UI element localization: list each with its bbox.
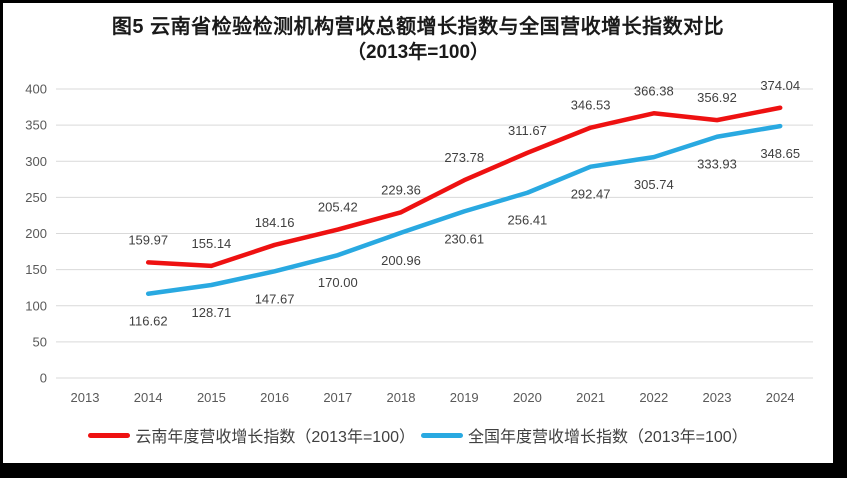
national-series-swatch-icon — [421, 432, 463, 438]
y-axis-tick-label: 300 — [25, 154, 47, 169]
x-axis-tick-label: 2015 — [197, 390, 226, 405]
y-axis-tick-label: 400 — [25, 82, 47, 97]
x-axis-tick-label: 2021 — [576, 390, 605, 405]
data-label: 348.65 — [760, 146, 800, 161]
x-axis-tick-label: 2024 — [766, 390, 795, 405]
chart-subtitle: （2013年=100） — [346, 42, 490, 63]
yunnan-series-swatch-icon — [88, 432, 131, 438]
x-axis-tick-label: 2014 — [134, 390, 163, 405]
data-label: 184.16 — [255, 215, 295, 230]
y-axis-tick-label: 0 — [40, 371, 47, 386]
x-axis-tick-label: 2023 — [703, 390, 732, 405]
data-label: 229.36 — [381, 182, 421, 197]
y-axis-tick-label: 350 — [25, 118, 47, 133]
data-label: 147.67 — [255, 291, 295, 306]
data-label: 170.00 — [318, 275, 358, 290]
legend-item-national: 全国年度营收增长指数（2013年=100） — [421, 423, 748, 447]
data-label: 273.78 — [444, 150, 484, 165]
x-axis-tick-label: 2016 — [260, 390, 289, 405]
data-label: 159.97 — [128, 232, 168, 247]
plot-area: 0 50 100 150 200 250 300 350 400 2013 2014 2015 2016… — [25, 78, 813, 405]
x-axis-tick-label: 2019 — [450, 390, 479, 405]
data-label: 200.96 — [381, 253, 421, 268]
x-axis-tick-label: 2020 — [513, 390, 542, 405]
legend-label-yunnan: 云南年度营收增长指数（2013年=100） — [135, 429, 415, 446]
chart-title-block: 图5 云南省检验检测机构营收总额增长指数与全国营收增长指数对比 （2013年=1… — [3, 14, 833, 65]
legend-label-national: 全国年度营收增长指数（2013年=100） — [468, 429, 748, 446]
series-line-0 — [145, 105, 783, 269]
data-label: 333.93 — [697, 157, 737, 172]
y-axis-tick-label: 250 — [25, 190, 47, 205]
chart-canvas: 图5 云南省检验检测机构营收总额增长指数与全国营收增长指数对比 （2013年=1… — [3, 3, 833, 463]
x-axis-tick-label: 2017 — [323, 390, 352, 405]
data-label: 366.38 — [634, 83, 674, 98]
data-label: 128.71 — [192, 305, 232, 320]
data-label: 230.61 — [444, 231, 484, 246]
data-label: 155.14 — [192, 236, 232, 251]
data-label: 256.41 — [508, 213, 548, 228]
y-axis-tick-label: 50 — [33, 334, 47, 349]
series-line-1 — [145, 123, 783, 296]
chart-title: 图5 云南省检验检测机构营收总额增长指数与全国营收增长指数对比 — [111, 16, 725, 38]
x-axis-tick-label: 2022 — [639, 390, 668, 405]
y-axis-tick-label: 150 — [25, 262, 47, 277]
y-axis-tick-label: 200 — [25, 226, 47, 241]
data-label: 311.67 — [508, 123, 547, 138]
legend: 云南年度营收增长指数（2013年=100） 全国年度营收增长指数（2013年=1… — [3, 422, 833, 448]
data-label: 205.42 — [318, 200, 358, 215]
data-label: 292.47 — [571, 187, 611, 202]
data-label: 374.04 — [760, 78, 800, 93]
data-label: 305.74 — [634, 177, 674, 192]
x-axis-tick-label: 2013 — [71, 390, 100, 405]
x-axis-tick-label: 2018 — [387, 390, 416, 405]
data-label: 356.92 — [697, 90, 737, 105]
data-label: 346.53 — [571, 98, 611, 113]
legend-item-yunnan: 云南年度营收增长指数（2013年=100） — [88, 423, 415, 447]
y-axis-tick-label: 100 — [25, 298, 47, 313]
data-label: 116.62 — [129, 314, 168, 329]
